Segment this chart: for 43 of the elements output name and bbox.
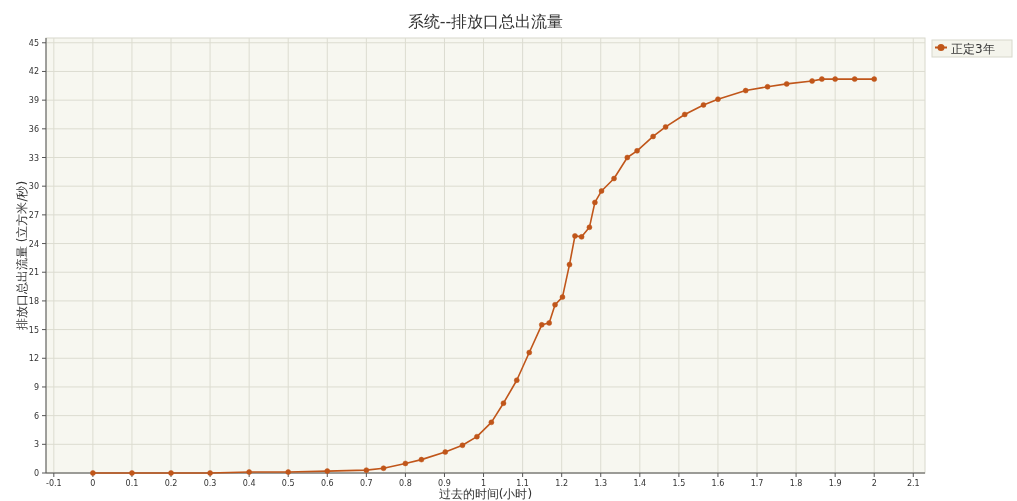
x-tick-label: 1.4 (633, 479, 647, 488)
x-tick-label: 0.2 (164, 479, 178, 488)
x-tick-label: 2.1 (906, 479, 920, 488)
x-tick-label: 1 (481, 479, 487, 488)
x-tick-label: 0.4 (242, 479, 256, 488)
legend-label: 正定3年 (951, 42, 995, 56)
x-axis-title: 过去的时间(小时) (438, 487, 533, 501)
x-tick-label: 0.5 (281, 479, 295, 488)
x-tick-label: 0.3 (203, 479, 217, 488)
y-tick-label: 30 (28, 182, 39, 192)
x-tick-label: 0.7 (359, 479, 373, 488)
y-tick-label: 45 (28, 38, 39, 48)
x-tick-label: 1.7 (750, 479, 764, 488)
x-tick-label: 1.5 (672, 479, 686, 488)
y-tick-label: 3 (33, 440, 39, 450)
x-tick-label: 1.1 (516, 479, 529, 488)
y-tick-label: 9 (33, 382, 39, 392)
y-tick-label: 0 (33, 469, 39, 478)
y-tick-label: 6 (33, 411, 39, 421)
y-tick-label: 12 (28, 354, 39, 364)
y-tick-label: 18 (28, 296, 39, 306)
x-tick-label: 0.6 (320, 479, 334, 488)
y-tick-label: 21 (28, 268, 39, 278)
x-tick-label: 0.8 (399, 479, 412, 488)
y-tick-label: 39 (28, 96, 39, 106)
y-tick-label: 27 (28, 210, 39, 220)
x-tick-label: -0.1 (46, 479, 62, 488)
x-tick-label: 1.2 (555, 479, 569, 488)
y-tick-label: 42 (28, 67, 39, 77)
x-tick-label: 1.6 (711, 479, 725, 488)
y-tick-label: 15 (28, 325, 39, 335)
x-tick-label: 0.1 (125, 479, 139, 488)
y-tick-label: 36 (28, 124, 39, 134)
x-tick-label: 2 (871, 479, 877, 488)
y-axis-title: 排放口总出流量 (立方米/秒) (15, 180, 29, 331)
x-tick-label: 1.3 (594, 479, 608, 488)
chart-title: 系统--排放口总出流量 (407, 12, 564, 31)
y-tick-label: 24 (28, 239, 39, 249)
x-tick-label: 0 (90, 479, 96, 488)
x-tick-label: 0.9 (438, 479, 451, 488)
x-tick-label: 1.9 (828, 479, 842, 488)
x-tick-label: 1.8 (789, 479, 803, 488)
y-tick-label: 33 (28, 153, 39, 163)
